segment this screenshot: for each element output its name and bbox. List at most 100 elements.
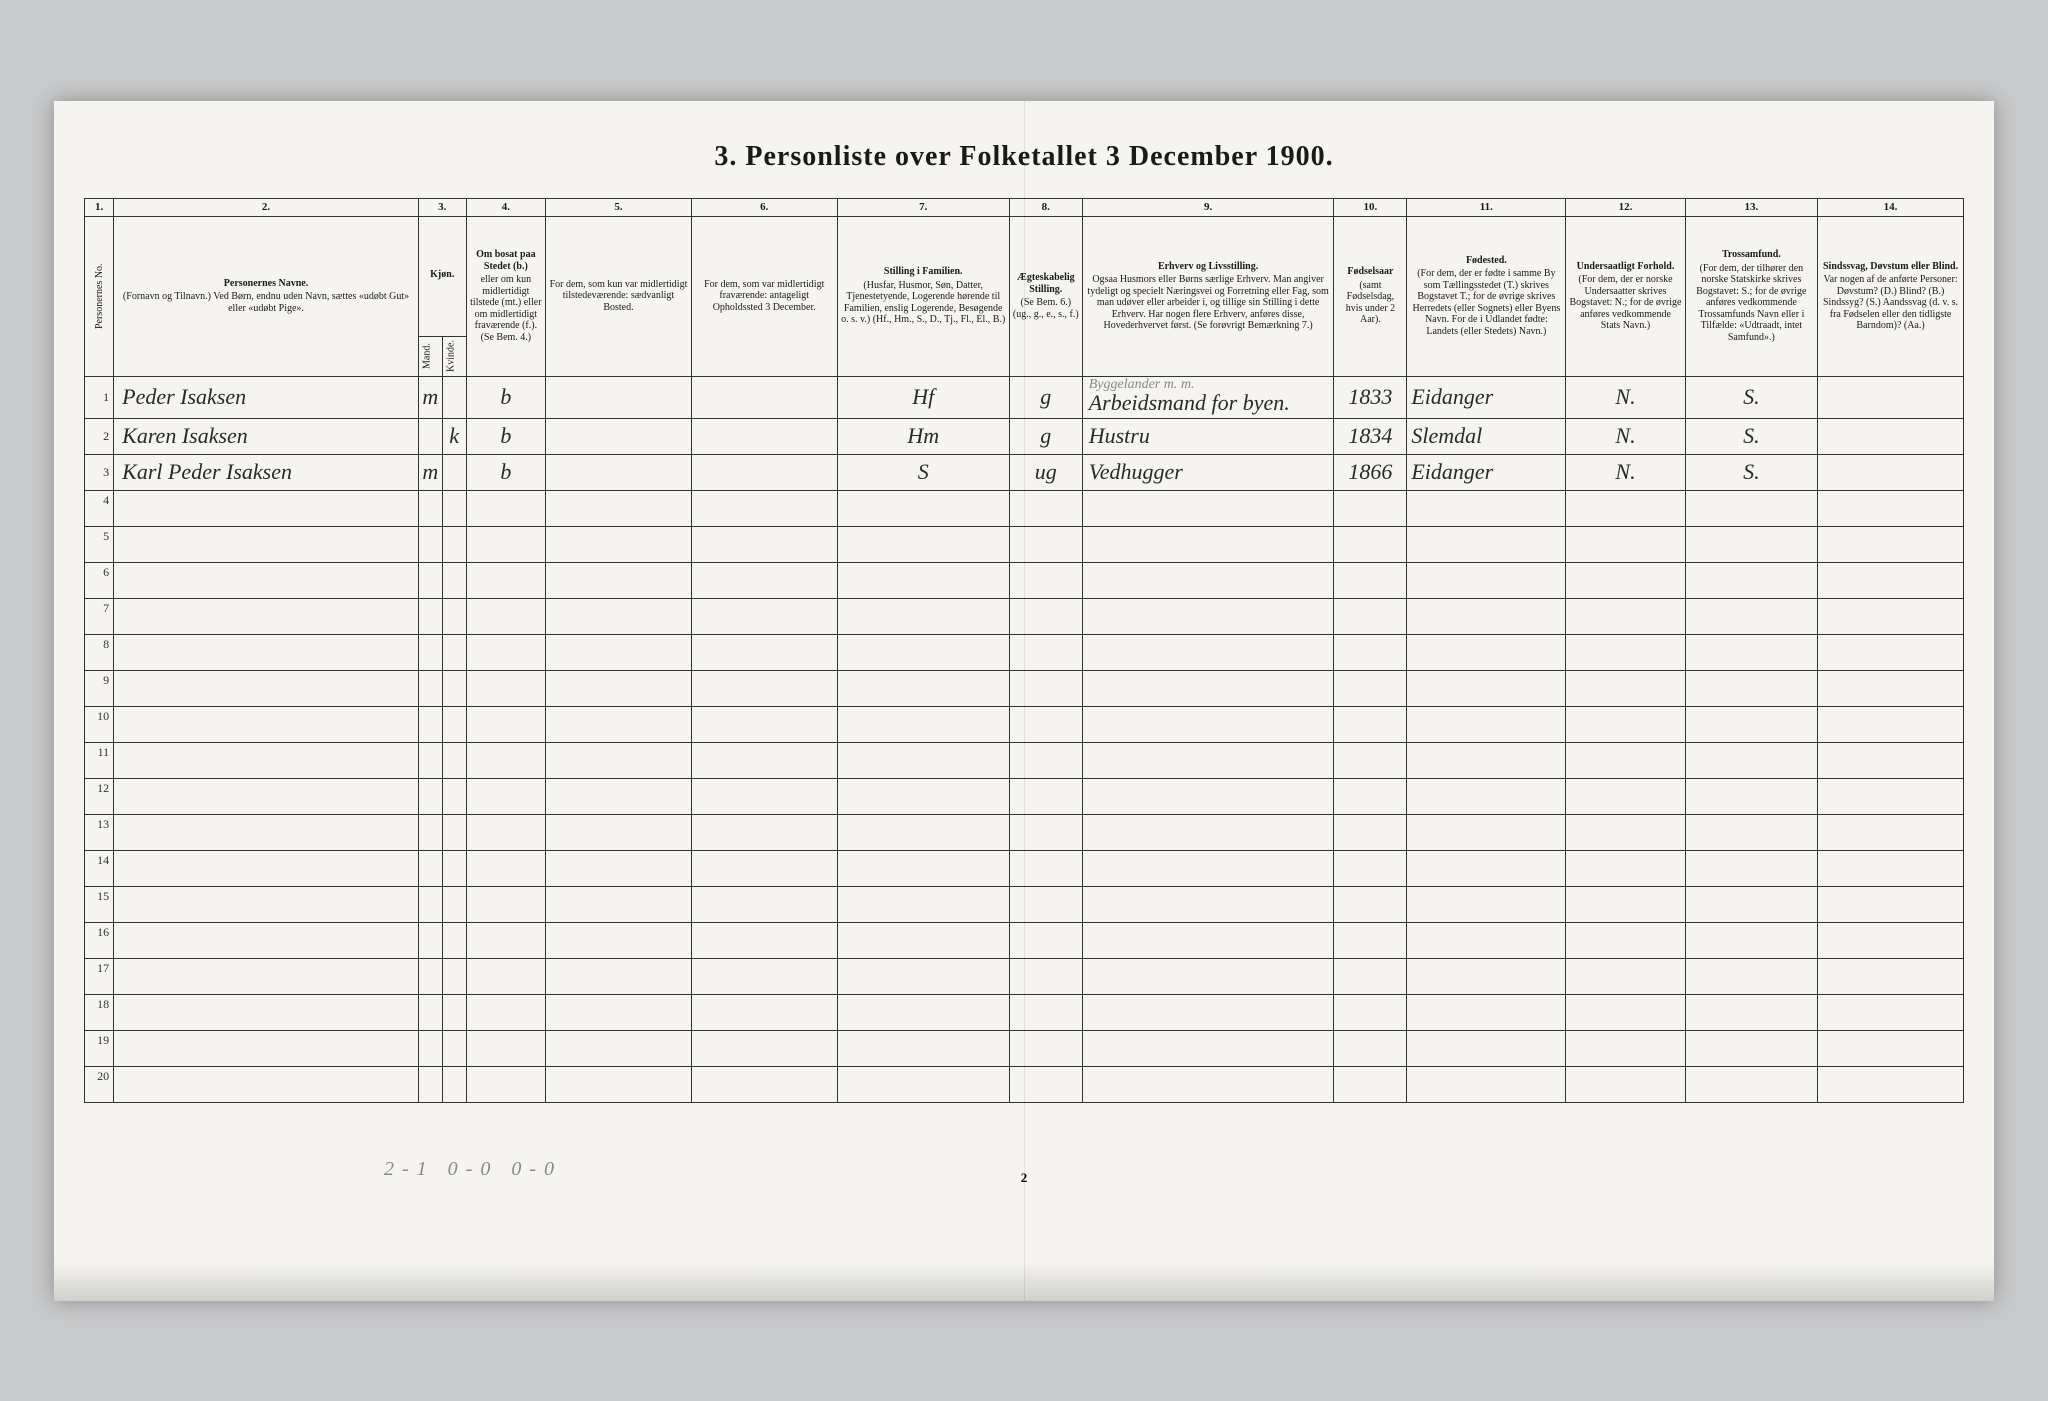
empty-cell [1566,778,1685,814]
colnum: 14. [1818,198,1964,216]
document-page: 3. Personliste over Folketallet 3 Decemb… [54,101,1994,1301]
empty-cell [442,598,466,634]
empty-cell [1334,922,1407,958]
empty-cell [837,742,1009,778]
empty-cell [418,1030,442,1066]
empty-cell [1407,922,1566,958]
empty-cell [1685,814,1818,850]
header-c13: Trossamfund. (For dem, der tilhører den … [1685,216,1818,376]
empty-cell [1685,1030,1818,1066]
cell-residence: b [466,454,546,490]
footer-tally: 2-1 0-0 0-0 [384,1158,562,1181]
empty-cell [1334,634,1407,670]
empty-cell [1818,670,1964,706]
empty-cell [1566,562,1685,598]
empty-cell [1407,778,1566,814]
empty-cell [1334,706,1407,742]
empty-cell [1685,958,1818,994]
empty-cell [1082,598,1334,634]
empty-cell [1334,994,1407,1030]
empty-cell [837,490,1009,526]
empty-cell [1334,850,1407,886]
empty-cell [1407,742,1566,778]
colnum: 3. [418,198,466,216]
empty-cell [442,814,466,850]
empty-cell [466,994,546,1030]
header-c8: Ægteskabelig Stilling. (Se Bem. 6.) (ug.… [1009,216,1082,376]
row-number: 19 [85,1030,114,1066]
cell-family-pos: Hf [837,376,1009,418]
cell-sex-m [418,418,442,454]
row-number: 13 [85,814,114,850]
colnum: 4. [466,198,546,216]
cell-name: Peder Isaksen [114,376,419,418]
empty-cell [1566,490,1685,526]
empty-cell [1082,706,1334,742]
empty-cell [418,814,442,850]
empty-cell [114,886,419,922]
empty-cell [1818,994,1964,1030]
empty-cell [837,814,1009,850]
empty-cell [1082,814,1334,850]
empty-cell [691,1066,837,1102]
colnum: 12. [1566,198,1685,216]
empty-cell [691,958,837,994]
empty-cell [546,778,692,814]
empty-cell [1082,922,1334,958]
empty-cell [837,526,1009,562]
empty-cell [1566,994,1685,1030]
empty-cell [546,742,692,778]
empty-cell [1009,850,1082,886]
cell-faith: S. [1685,418,1818,454]
header-names: Personernes Navne. (Fornavn og Tilnavn.)… [114,216,419,376]
empty-cell [691,670,837,706]
empty-cell [1818,778,1964,814]
empty-cell [837,706,1009,742]
header-c7: Stilling i Familien. (Husfar, Husmor, Sø… [837,216,1009,376]
empty-cell [1009,994,1082,1030]
empty-cell [837,1066,1009,1102]
empty-cell [114,634,419,670]
cell-birth-year: 1833 [1334,376,1407,418]
empty-cell [546,814,692,850]
empty-cell [114,850,419,886]
cell-marital: ug [1009,454,1082,490]
empty-cell [1685,1066,1818,1102]
header-c10: Fødselsaar (samt Fødselsdag, hvis under … [1334,216,1407,376]
row-number: 17 [85,958,114,994]
empty-cell [546,634,692,670]
empty-cell [546,994,692,1030]
cell-birthplace: Eidanger [1407,454,1566,490]
empty-cell [1082,1030,1334,1066]
empty-cell [466,526,546,562]
empty-cell [418,994,442,1030]
empty-cell [418,922,442,958]
row-number: 1 [85,376,114,418]
empty-cell [691,814,837,850]
empty-cell [442,670,466,706]
row-number: 9 [85,670,114,706]
page-shadow [54,1261,1994,1301]
empty-cell [1685,994,1818,1030]
cell-faith: S. [1685,454,1818,490]
empty-cell [466,886,546,922]
empty-cell [691,1030,837,1066]
empty-cell [691,742,837,778]
header-c12: Undersaatligt Forhold. (For dem, der er … [1566,216,1685,376]
empty-cell [114,670,419,706]
empty-cell [1685,706,1818,742]
cell-family-pos: Hm [837,418,1009,454]
empty-cell [1818,706,1964,742]
row-number: 4 [85,490,114,526]
empty-cell [1334,526,1407,562]
empty-cell [1334,490,1407,526]
empty-cell [442,490,466,526]
empty-cell [1685,850,1818,886]
empty-cell [1082,958,1334,994]
empty-cell [466,814,546,850]
empty-cell [114,1066,419,1102]
empty-cell [837,562,1009,598]
colnum: 5. [546,198,692,216]
empty-cell [1818,1066,1964,1102]
empty-cell [546,526,692,562]
